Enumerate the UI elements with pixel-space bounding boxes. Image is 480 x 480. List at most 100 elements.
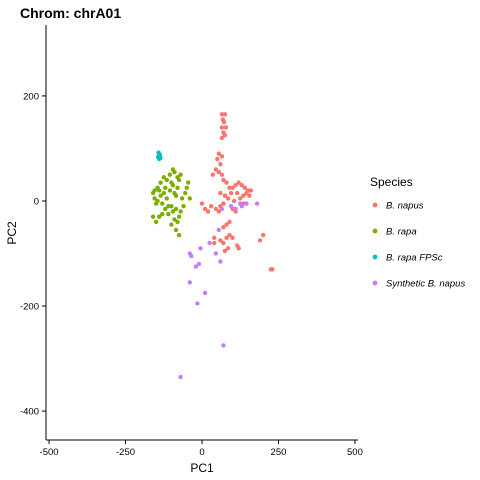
legend: Species B. napus B. rapa B. rapa FPSc Synth…: [370, 175, 465, 290]
data-point: [227, 232, 232, 238]
data-point: [219, 172, 225, 177]
data-point: [218, 162, 223, 167]
legend-label: Synthetic B. napus: [386, 279, 465, 290]
x-axis-ticks: -500 -250 0 250 500: [40, 440, 363, 458]
data-point: [219, 154, 225, 159]
data-point: [155, 185, 160, 190]
data-point: [219, 125, 225, 130]
data-point: [236, 246, 241, 251]
legend-key: [372, 254, 378, 260]
data-point: [224, 235, 229, 240]
data-point: [173, 206, 179, 212]
data-point: [248, 188, 254, 193]
data-point: [179, 196, 185, 201]
legend-item: B. rapa: [372, 227, 417, 238]
data-point: [157, 214, 162, 219]
data-point: [178, 209, 183, 214]
data-point: [223, 125, 229, 130]
data-point: [172, 217, 177, 222]
data-point: [235, 190, 240, 196]
data-point: [158, 193, 163, 198]
legend-title: Species: [370, 175, 413, 189]
data-point: [238, 201, 243, 206]
data-point: [261, 232, 266, 238]
data-point: [222, 133, 228, 138]
x-tick-label: 0: [199, 447, 204, 458]
legend-label: B. napus: [386, 201, 424, 212]
data-point: [176, 232, 182, 238]
data-point: [155, 198, 160, 204]
data-point: [242, 185, 247, 190]
data-point: [193, 264, 199, 269]
plot-area: -500 -250 0 250 500 -400 -200 0 200: [20, 25, 363, 458]
data-point: [247, 193, 252, 198]
data-point: [198, 246, 203, 251]
x-tick-label: 250: [271, 447, 287, 458]
data-point: [195, 301, 200, 306]
data-point: [169, 222, 174, 227]
data-point: [210, 172, 215, 177]
data-point: [228, 204, 234, 209]
legend-item: B. napus: [372, 201, 424, 212]
data-point: [167, 188, 173, 193]
data-point: [212, 240, 217, 246]
data-point: [164, 177, 169, 183]
y-tick-label: -200: [20, 302, 39, 313]
data-point: [218, 259, 223, 264]
data-point: [184, 185, 189, 190]
data-point: [183, 190, 188, 196]
data-point: [207, 240, 212, 246]
data-point: [158, 180, 163, 185]
y-axis-ticks: -400 -200 0 200: [20, 91, 46, 418]
data-point: [216, 227, 221, 233]
data-point: [230, 235, 235, 240]
data-point: [221, 343, 226, 348]
data-point: [170, 167, 176, 172]
data-point: [187, 251, 192, 256]
data-point: [187, 196, 192, 201]
y-tick-label: -400: [20, 407, 39, 418]
data-point: [163, 206, 168, 212]
data-point: [221, 177, 226, 183]
data-point: [222, 193, 228, 198]
data-point: [219, 206, 225, 212]
data-point: [161, 175, 166, 180]
data-point: [186, 180, 191, 185]
data-point: [228, 190, 234, 196]
legend-key: [372, 202, 378, 208]
y-tick-label: 0: [34, 196, 39, 207]
data-point: [181, 204, 186, 209]
data-point: [221, 240, 226, 246]
data-point: [205, 209, 211, 214]
chart-title: Chrom: chrA01: [20, 5, 121, 21]
data-point: [225, 196, 231, 201]
data-point: [219, 135, 225, 141]
data-point: [173, 227, 179, 233]
data-point: [227, 219, 232, 225]
data-point: [170, 183, 176, 188]
data-point: [212, 235, 217, 240]
data-point: [270, 267, 275, 272]
data-point: [202, 206, 208, 212]
data-point: [175, 185, 180, 190]
data-point: [254, 201, 260, 206]
data-point: [216, 209, 221, 214]
data-point: [160, 211, 165, 217]
data-point: [216, 169, 221, 175]
data-point: [221, 201, 226, 206]
data-point: [241, 193, 246, 198]
data-point: [224, 222, 229, 227]
legend-items: B. napus B. rapa B. rapa FPSc Synthetic B. …: [372, 201, 465, 290]
data-point: [153, 219, 159, 225]
data-point: [231, 198, 237, 204]
data-point: [175, 219, 180, 225]
data-point: [227, 185, 232, 190]
data-point: [239, 183, 244, 188]
data-point: [178, 172, 183, 177]
data-point: [215, 156, 220, 162]
data-point: [222, 112, 228, 117]
x-tick-label: -250: [116, 447, 135, 458]
x-tick-label: -500: [40, 447, 59, 458]
data-point: [213, 251, 218, 256]
data-point: [244, 201, 249, 206]
